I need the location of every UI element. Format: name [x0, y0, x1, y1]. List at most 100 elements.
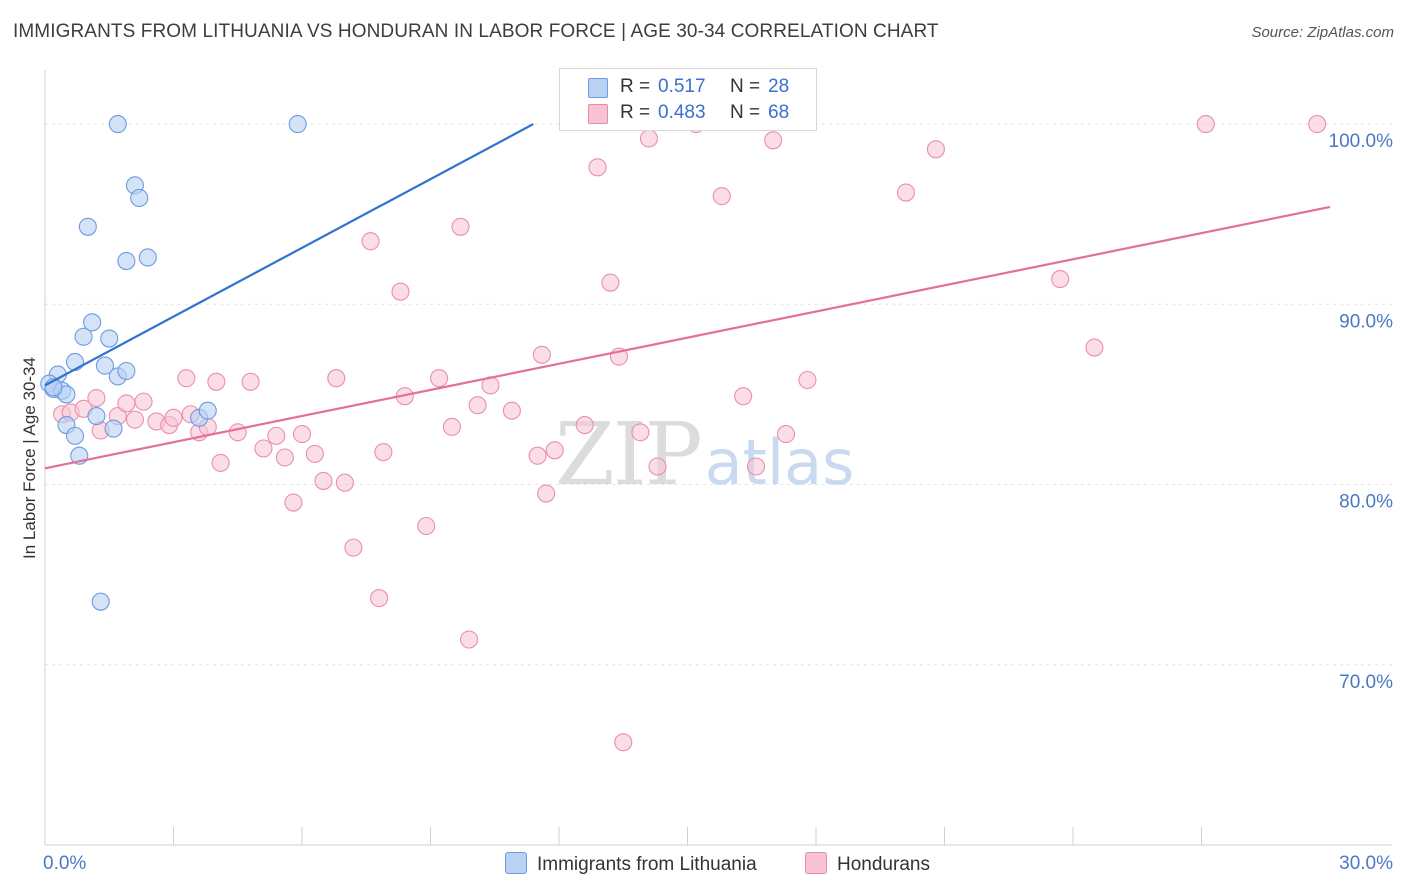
y-tick-label: 100.0% [1329, 131, 1394, 152]
honduran-point [87, 388, 106, 408]
y-tick-label: 70.0% [1339, 672, 1393, 693]
y-tick-label: 80.0% [1339, 492, 1393, 513]
honduran-point [631, 423, 650, 442]
series-hondurans [53, 115, 1327, 752]
honduran-point [764, 131, 783, 150]
honduran-point [528, 446, 547, 465]
honduran-point [370, 589, 389, 608]
bottom-legend-hondurans: Hondurans [805, 852, 930, 876]
lithuania-point [95, 356, 115, 375]
bottom-legend-label-lithuania: Immigrants from Lithuania [537, 854, 757, 875]
honduran-point [417, 516, 436, 536]
lithuania-point [130, 188, 149, 208]
lithuania-point [87, 406, 106, 426]
lithuania-point [91, 592, 110, 611]
lithuania-point [74, 327, 93, 346]
honduran-point [712, 187, 731, 206]
lithuania-point [100, 329, 119, 348]
bottom-legend-swatch-lithuania [505, 852, 527, 874]
y-axis-label: In Labor Force | Age 30-34 [20, 357, 39, 559]
honduran-point [532, 345, 551, 364]
honduran-point [1085, 338, 1104, 357]
bottom-legend-lithuania: Immigrants from Lithuania [505, 852, 757, 876]
lithuania-point [117, 251, 136, 271]
bottom-legend-swatch-hondurans [805, 852, 827, 874]
honduran-point [228, 423, 247, 442]
stats-legend: R = 0.517 N = 28 R = 0.483 N = 68 [559, 68, 817, 131]
watermark: ZIPatlas [555, 405, 854, 505]
honduran-point [241, 372, 260, 391]
legend-swatch-hondurans [588, 104, 608, 124]
honduran-point [177, 369, 196, 388]
honduran-point [267, 426, 286, 445]
honduran-point [344, 538, 363, 557]
honduran-point [335, 473, 354, 492]
honduran-point [327, 369, 346, 388]
honduran-point [442, 417, 461, 436]
honduran-point [207, 372, 226, 391]
honduran-point [305, 444, 324, 463]
honduran-point [776, 425, 796, 444]
honduran-point [798, 370, 817, 390]
axes [44, 70, 1392, 846]
honduran-point [502, 401, 521, 420]
honduran-point [1051, 270, 1070, 289]
legend-n-label: N = [730, 102, 761, 123]
honduran-point [639, 129, 659, 148]
honduran-point [468, 396, 487, 415]
source-label: Source: ZipAtlas.com [1251, 24, 1394, 41]
legend-n-label: N = [730, 76, 761, 97]
lithuania-point [65, 352, 85, 372]
honduran-point [125, 410, 144, 429]
lithuania-point [138, 248, 157, 267]
honduran-point [292, 425, 312, 444]
honduran-point [211, 453, 230, 472]
legend-r-label: R = [620, 76, 651, 97]
honduran-point [284, 493, 303, 512]
lithuania-point [83, 313, 102, 332]
x-tick-label: 30.0% [1339, 853, 1393, 874]
honduran-point [926, 140, 945, 159]
honduran-point [451, 217, 470, 236]
honduran-point [588, 158, 607, 177]
series-lithuania [40, 115, 307, 611]
honduran-point [601, 273, 620, 292]
honduran-point [746, 457, 766, 476]
honduran-point [648, 457, 667, 476]
tick-labels: 70.0% 80.0% 90.0% 100.0% 0.0% 30.0% [43, 131, 1393, 874]
honduran-point [1196, 115, 1215, 134]
honduran-point [254, 439, 273, 458]
lithuania-point [198, 401, 217, 420]
legend-r-value: 0.483 [658, 102, 706, 123]
honduran-point [734, 387, 753, 406]
legend-r-label: R = [620, 102, 651, 123]
lithuania-point [104, 419, 123, 438]
lithuania-point [65, 426, 85, 445]
trendlines [44, 123, 1331, 470]
lithuania-point [117, 361, 136, 381]
honduran-point [134, 392, 153, 411]
legend-n-value: 28 [768, 76, 790, 97]
honduran-point [430, 369, 449, 388]
honduran-point [391, 282, 410, 301]
honduran-point [459, 630, 479, 649]
x-tick-label: 0.0% [43, 853, 86, 874]
lithuania-trendline [44, 123, 534, 387]
honduran-point [1308, 115, 1327, 134]
honduran-point [537, 484, 556, 503]
legend-n-value: 68 [768, 102, 790, 123]
lithuania-point [78, 217, 97, 236]
chart-title: IMMIGRANTS FROM LITHUANIA VS HONDURAN IN… [13, 21, 939, 42]
legend-r-value: 0.517 [658, 76, 706, 97]
honduran-point [896, 183, 916, 202]
lithuania-point [108, 115, 127, 134]
bottom-legend-label-hondurans: Hondurans [837, 854, 930, 875]
honduran-point [164, 408, 183, 427]
honduran-point [545, 441, 564, 460]
honduran-point [374, 443, 393, 462]
lithuania-point [288, 115, 307, 134]
honduran-point [361, 232, 380, 251]
honduran-trendline [44, 205, 1331, 470]
y-tick-label: 90.0% [1339, 311, 1393, 332]
